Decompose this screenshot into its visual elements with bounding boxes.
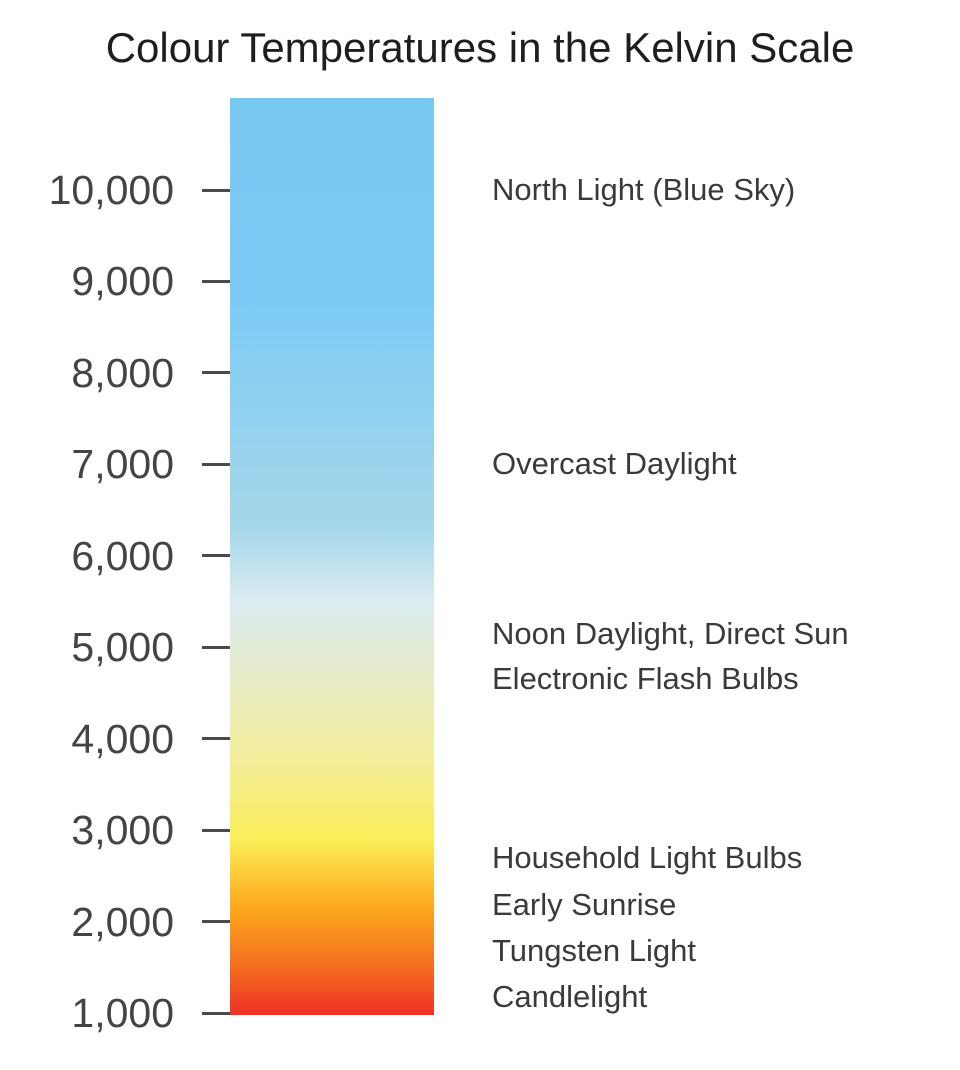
light-source-label: Tungsten Light (492, 932, 696, 968)
axis-tick (202, 737, 230, 741)
axis-tick (202, 645, 230, 649)
light-source-label: Early Sunrise (492, 887, 677, 923)
axis-tick-label: 3,000 (71, 807, 174, 854)
diagram-title: Colour Temperatures in the Kelvin Scale (105, 24, 855, 71)
axis-tick (202, 554, 230, 558)
axis-tick (202, 279, 230, 283)
axis-tick (202, 828, 230, 832)
axis-tick-label: 10,000 (48, 167, 174, 213)
axis-tick-label: 6,000 (71, 532, 174, 579)
axis-tick-label: 5,000 (71, 624, 174, 671)
axis-tick-label: 7,000 (71, 441, 174, 488)
light-source-label: Household Light Bulbs (492, 839, 803, 875)
axis-tick (202, 188, 230, 192)
axis-tick (202, 920, 230, 924)
axis-tick-label: 4,000 (71, 715, 174, 762)
light-source-label: Candlelight (492, 978, 648, 1014)
light-source-label: Overcast Daylight (492, 446, 737, 482)
light-source-label: North Light (Blue Sky) (492, 172, 796, 207)
light-source-label: Electronic Flash Bulbs (492, 661, 799, 697)
axis-tick-label: 8,000 (71, 349, 174, 396)
axis-tick (202, 462, 230, 466)
axis-tick-label: 1,000 (71, 990, 174, 1036)
axis-tick-label: 2,000 (71, 898, 174, 945)
light-source-label: Noon Daylight, Direct Sun (492, 615, 849, 651)
axis-tick-label: 9,000 (71, 258, 174, 305)
axis-tick (202, 371, 230, 375)
kelvin-color-gradient-bar (230, 98, 434, 1015)
axis-tick (202, 1011, 230, 1015)
